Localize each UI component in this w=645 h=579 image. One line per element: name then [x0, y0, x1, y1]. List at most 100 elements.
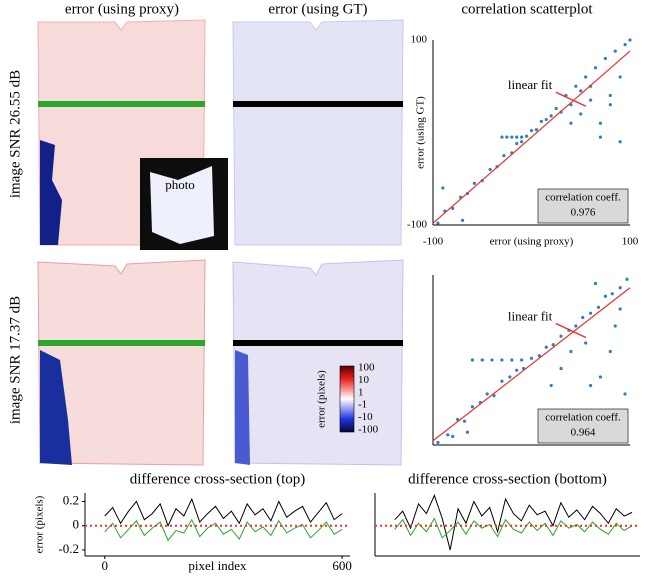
point — [581, 315, 585, 320]
y-tick-label: -0.2 — [58, 541, 79, 556]
point — [618, 75, 622, 79]
point — [598, 375, 603, 379]
point — [579, 112, 583, 116]
point — [596, 305, 601, 309]
y-tick-label: -100 — [407, 219, 428, 231]
point — [574, 84, 578, 88]
point — [623, 392, 627, 396]
point — [598, 135, 603, 139]
point — [623, 43, 627, 47]
colorbar-tick-label: -100 — [358, 424, 379, 436]
point — [529, 356, 534, 360]
point — [603, 56, 607, 61]
y-axis-label: error (using GT) — [415, 96, 427, 169]
point — [584, 75, 588, 79]
y-axis-label: error (pixels) — [34, 495, 46, 553]
point — [544, 345, 548, 349]
point — [515, 142, 519, 146]
x-tick-label: 0 — [102, 558, 109, 573]
point — [500, 379, 504, 383]
chart-title: difference cross-section (top) — [130, 471, 305, 487]
point — [559, 334, 563, 338]
corr-box — [537, 188, 629, 224]
point — [625, 277, 629, 281]
series-line — [394, 517, 633, 539]
point — [508, 375, 512, 379]
point — [593, 66, 598, 70]
corr-label: correlation coeff. — [545, 412, 621, 424]
point — [608, 103, 612, 107]
x-axis-label: error (using proxy) — [490, 236, 574, 248]
point — [480, 358, 484, 362]
point — [492, 394, 496, 398]
annotation-arrow — [555, 91, 587, 107]
point — [524, 134, 529, 138]
point — [451, 434, 455, 439]
point — [460, 218, 465, 222]
y-tick-label: 0.2 — [63, 492, 79, 507]
point — [579, 89, 583, 93]
annotation: linear fit — [508, 308, 553, 323]
point — [470, 358, 474, 362]
point — [537, 354, 541, 358]
chart-title: difference cross-section (bottom) — [408, 471, 607, 487]
point — [510, 135, 514, 139]
corr-value: 0.976 — [571, 207, 596, 219]
corr-value: 0.964 — [571, 427, 596, 439]
point — [441, 186, 445, 190]
fit-line — [432, 287, 631, 442]
point — [554, 106, 558, 111]
point — [589, 98, 593, 102]
point — [603, 294, 607, 298]
point — [613, 49, 617, 53]
error-map — [232, 19, 404, 246]
x-tick-label: 100 — [622, 236, 639, 248]
cross-section-line — [38, 101, 205, 107]
point — [510, 358, 514, 362]
point — [608, 349, 612, 354]
point — [559, 366, 563, 371]
point — [539, 119, 543, 123]
point — [529, 129, 534, 133]
error-patch — [40, 350, 72, 465]
annotation: linear fit — [508, 77, 553, 92]
point — [618, 140, 622, 144]
point — [574, 324, 578, 328]
error-map — [232, 259, 404, 466]
point — [451, 206, 455, 210]
cross-section-line — [233, 340, 403, 346]
x-tick-label: 600 — [332, 558, 352, 573]
point — [569, 349, 573, 354]
point — [610, 292, 614, 296]
annotation-arrow — [555, 322, 587, 339]
column-title: error (using proxy) — [65, 1, 179, 17]
point — [589, 311, 593, 315]
point — [500, 135, 504, 139]
colorbar — [339, 365, 355, 433]
photo-paper — [150, 166, 214, 244]
error-patch — [40, 140, 62, 245]
series-line — [104, 497, 343, 528]
point — [628, 38, 632, 42]
x-tick-label: -100 — [423, 236, 444, 248]
colorbar-tick-label: 1 — [358, 386, 364, 398]
fit-line — [432, 50, 631, 224]
point — [593, 281, 598, 286]
point — [490, 358, 494, 362]
point — [544, 117, 548, 122]
error-patch — [235, 350, 250, 465]
colorbar-label: error (pixels) — [316, 370, 328, 428]
point — [534, 128, 539, 132]
colorbar-tick-label: 10 — [358, 374, 370, 386]
point — [589, 383, 593, 388]
cross-section-line — [233, 101, 403, 107]
point — [436, 440, 440, 445]
point — [515, 368, 519, 372]
point — [505, 135, 509, 139]
y-tick-label: 0 — [73, 517, 80, 532]
point — [598, 121, 603, 125]
corr-label: correlation coeff. — [545, 192, 621, 204]
colorbar-tick-label: -1 — [358, 399, 367, 411]
point — [549, 383, 553, 388]
